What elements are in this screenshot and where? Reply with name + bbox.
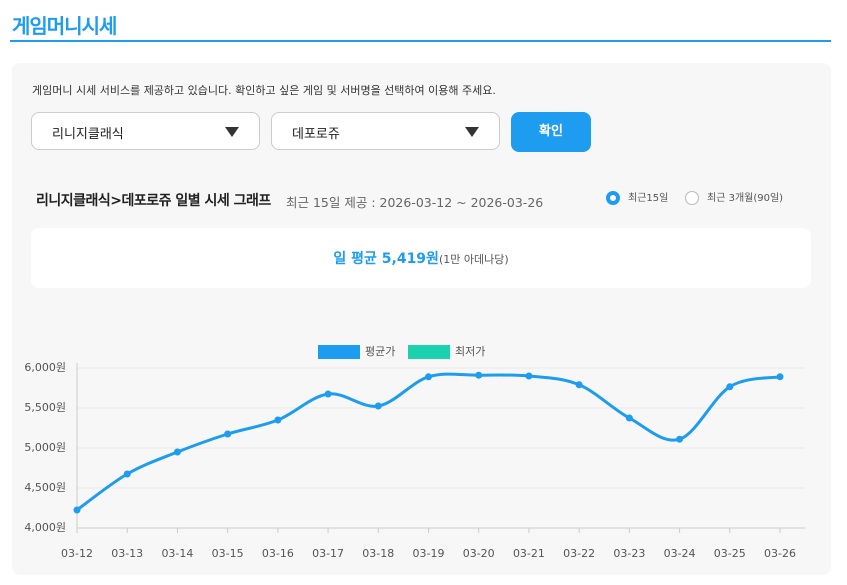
data-point	[224, 430, 232, 438]
legend-swatch	[318, 345, 360, 359]
data-point	[676, 435, 684, 443]
y-tick-label: 5,500원	[24, 401, 66, 414]
y-tick-label: 6,000원	[24, 361, 66, 374]
x-tick-label: 03-12	[61, 547, 93, 560]
x-tick-label: 03-15	[212, 547, 244, 560]
data-point	[425, 373, 432, 381]
x-tick-label: 03-13	[111, 547, 143, 560]
series-line	[76, 372, 781, 512]
x-tick-label: 03-18	[362, 547, 394, 560]
y-tick-label: 4,000원	[24, 521, 66, 534]
average-unit: (1만 아데나당)	[438, 253, 509, 266]
x-tick-label: 03-23	[613, 547, 645, 560]
x-tick-label: 03-25	[714, 547, 746, 560]
x-tick-label: 03-21	[513, 547, 545, 560]
average-value: 일 평균 5,419원	[333, 251, 439, 267]
legend-label: 평균가	[365, 345, 395, 358]
game-select[interactable]: 리니지클래식	[31, 112, 260, 150]
radio-label: 최근15일	[628, 193, 669, 204]
page-title: 게임머니시세	[12, 14, 117, 38]
divider	[10, 40, 831, 42]
data-point	[274, 416, 282, 424]
x-tick-label: 03-17	[312, 547, 344, 560]
description: 게임머니 시세 서비스를 제공하고 있습니다. 확인하고 싶은 게임 및 서버명…	[32, 84, 496, 97]
data-point	[123, 470, 131, 478]
radio-15[interactable]: 최근15일	[606, 189, 668, 205]
graph-title: 리니지클래식>데포로쥬 일별 시세 그래프	[36, 193, 271, 209]
radio-label: 최근 3개월(90일)	[707, 193, 784, 204]
data-point	[625, 414, 633, 422]
legend-label: 최저가	[455, 345, 485, 358]
data-point	[726, 383, 734, 391]
data-point	[525, 372, 533, 380]
data-point	[173, 448, 181, 456]
data-point	[575, 381, 583, 389]
data-point	[776, 373, 784, 381]
x-tick-label: 03-19	[413, 547, 445, 560]
data-point	[324, 390, 332, 398]
y-tick-label: 5,000원	[24, 441, 66, 454]
average-box: 일 평균 5,419원(1만 아데나당)	[31, 228, 811, 288]
data-point	[374, 402, 382, 410]
legend-swatch	[408, 345, 450, 359]
radio-90[interactable]: 최근 3개월(90일)	[685, 189, 783, 205]
data-point	[73, 506, 81, 514]
x-tick-label: 03-24	[664, 547, 696, 560]
graph-subtitle: 최근 15일 제공 : 2026-03-12 ~ 2026-03-26	[286, 195, 544, 210]
x-tick-label: 03-26	[764, 547, 796, 560]
y-tick-label: 4,500원	[24, 481, 66, 494]
x-tick-label: 03-16	[262, 547, 294, 560]
confirm-button[interactable]: 확인	[511, 112, 591, 152]
server-select[interactable]: 데포로쥬	[271, 112, 500, 150]
data-point	[475, 371, 483, 379]
x-tick-label: 03-14	[161, 547, 193, 560]
x-tick-label: 03-20	[463, 547, 495, 560]
x-tick-label: 03-22	[563, 547, 595, 560]
